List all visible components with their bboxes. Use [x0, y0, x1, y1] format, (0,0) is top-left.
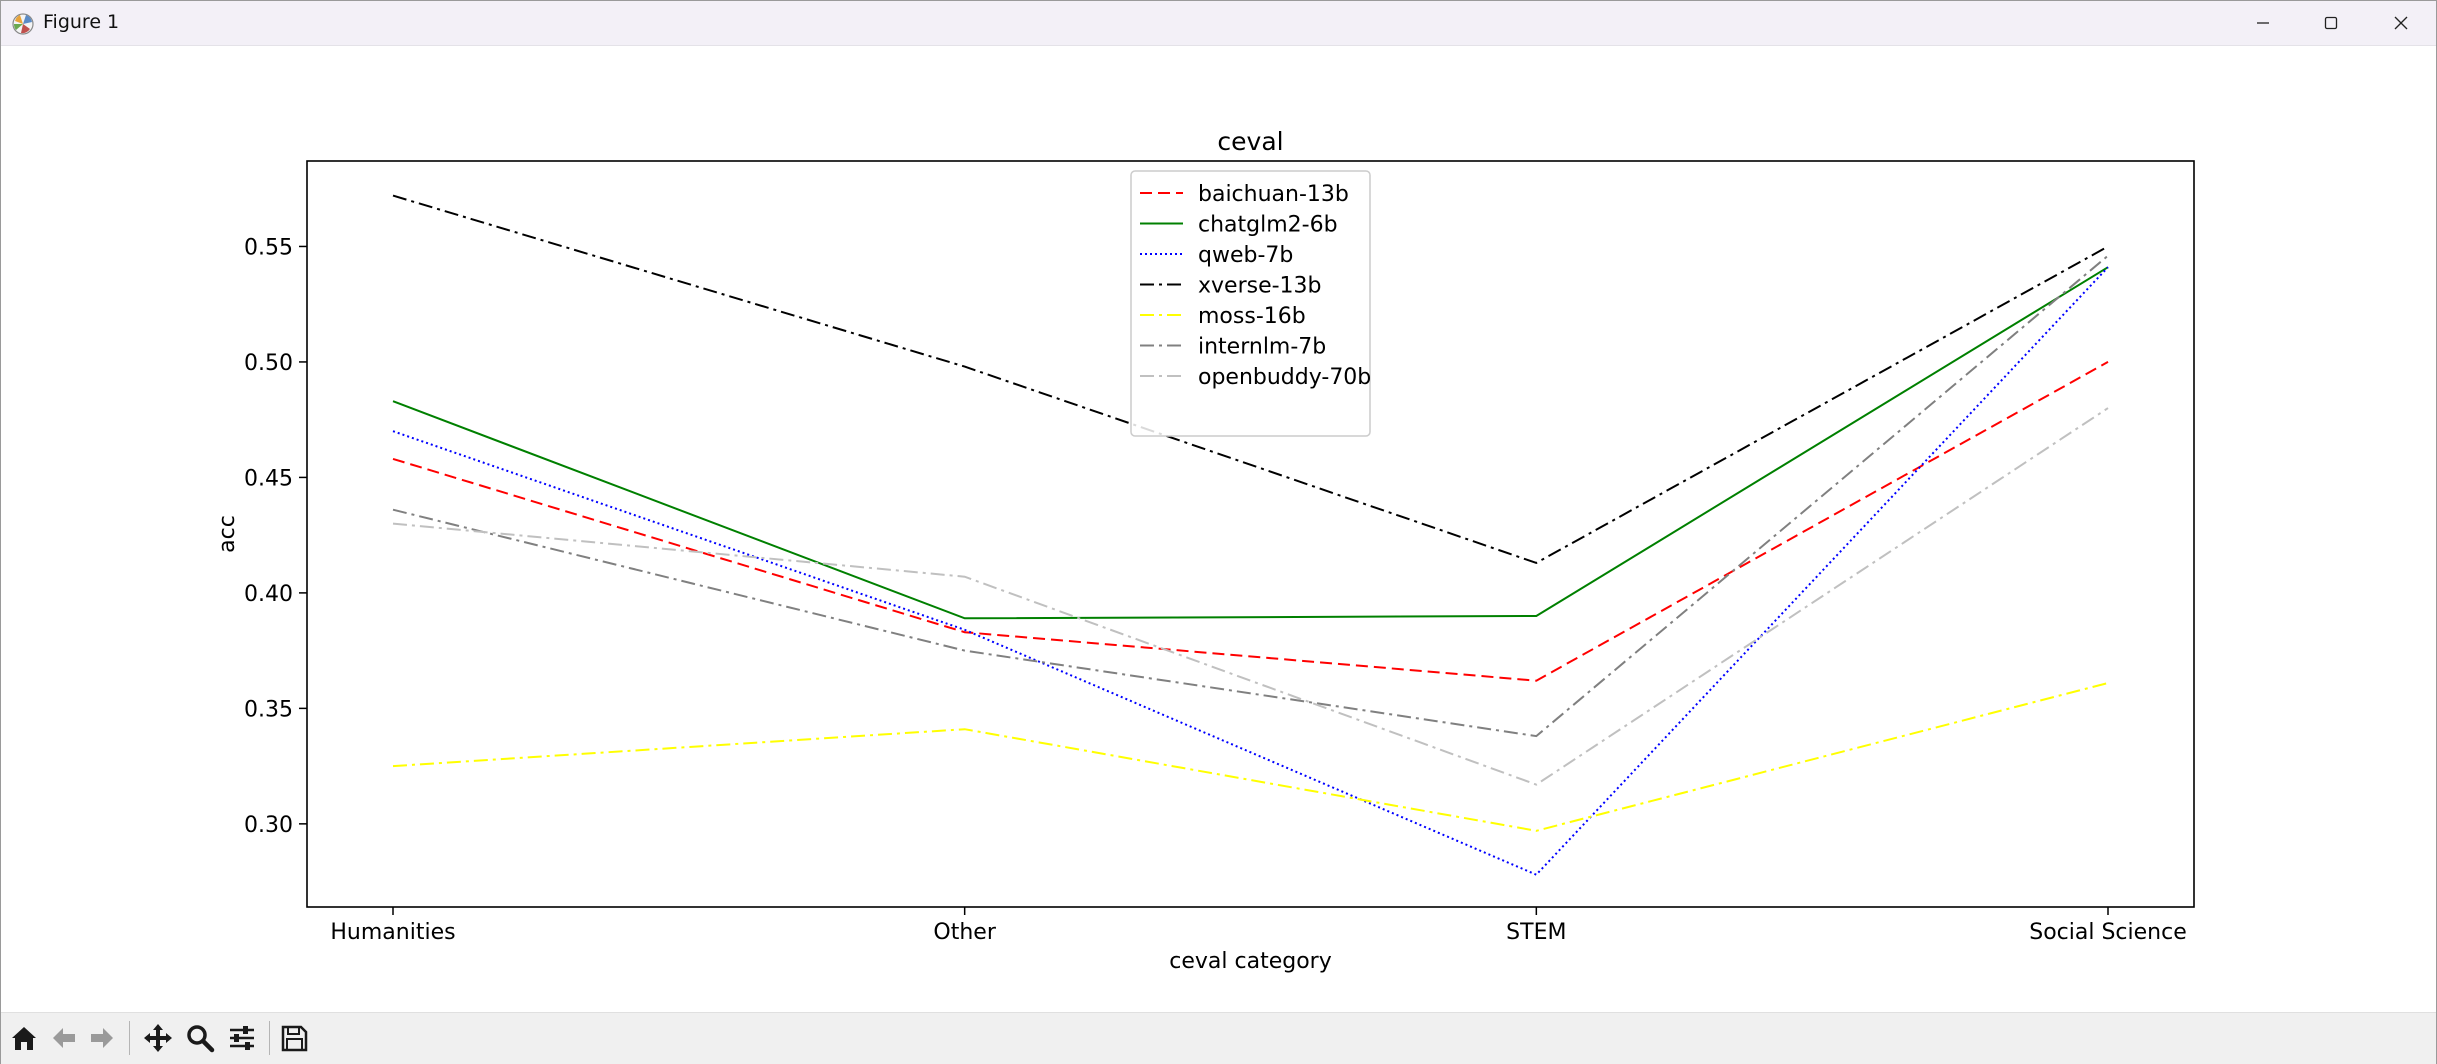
y-tick-label: 0.55: [244, 235, 293, 260]
chart-title: ceval: [1217, 127, 1283, 156]
minimize-button[interactable]: [2229, 1, 2297, 45]
legend-label: chatglm2-6b: [1198, 213, 1338, 238]
legend-label: xverse-13b: [1198, 274, 1322, 299]
x-tick-label: Other: [933, 920, 996, 945]
minimize-icon: [2257, 22, 2269, 24]
series-line-openbuddy-70b: [392, 407, 2109, 786]
y-tick-label: 0.45: [244, 466, 293, 491]
legend-box: [1130, 170, 1371, 437]
title-bar[interactable]: Figure 1: [1, 1, 2436, 46]
maximize-button[interactable]: [2297, 1, 2365, 45]
series-line-xverse-13b: [392, 194, 2109, 564]
matplotlib-app-icon: [11, 12, 35, 36]
home-icon: [12, 1027, 36, 1050]
y-tick-label: 0.35: [244, 697, 293, 722]
legend-label: openbuddy-70b: [1198, 365, 1371, 390]
save-button[interactable]: [277, 1021, 311, 1055]
zoom-icon: [187, 1025, 215, 1053]
y-tick-label: 0.50: [244, 351, 293, 376]
x-tick-label: Social Science: [2029, 920, 2187, 945]
series-line-baichuan-13b: [392, 361, 2109, 682]
pan-button[interactable]: [141, 1021, 175, 1055]
series-line-internlm-7b: [392, 254, 2109, 738]
y-tick-label: 0.40: [244, 582, 293, 607]
configure-subplots-icon: [230, 1026, 254, 1050]
figure-canvas[interactable]: ceval 0.30 0.35 0.40 0.45 0.50 0.55 Humanities O…: [1, 46, 2436, 1012]
zoom-button[interactable]: [183, 1021, 217, 1055]
series-line-qweb-7b: [392, 266, 2109, 876]
toolbar-separator: [269, 1021, 270, 1055]
series-line-moss-16b: [392, 682, 2109, 832]
maximize-icon: [2324, 16, 2338, 30]
save-icon: [281, 1025, 308, 1052]
y-tick-label: 0.30: [244, 813, 293, 838]
toolbar-separator: [129, 1021, 130, 1055]
forward-arrow-icon: [91, 1028, 113, 1048]
close-button[interactable]: [2367, 1, 2435, 45]
forward-button[interactable]: [85, 1021, 119, 1055]
back-arrow-icon: [53, 1028, 75, 1048]
legend-label: qweb-7b: [1198, 243, 1293, 268]
x-tick-label: STEM: [1506, 920, 1566, 945]
y-axis-label: acc: [215, 515, 240, 553]
line-chart: ceval 0.30 0.35 0.40 0.45 0.50 0.55 Humanities O…: [215, 127, 2195, 974]
legend-label: moss-16b: [1198, 304, 1306, 329]
pan-icon: [144, 1024, 172, 1052]
x-axis-label: ceval category: [1169, 949, 1331, 974]
x-tick-label: Humanities: [330, 920, 455, 945]
legend-label: baichuan-13b: [1198, 182, 1349, 207]
back-button[interactable]: [47, 1021, 81, 1055]
close-icon: [2394, 16, 2408, 30]
home-button[interactable]: [7, 1021, 41, 1055]
series-line-chatglm2-6b: [392, 266, 2109, 620]
navigation-toolbar: [1, 1012, 2436, 1064]
plot-frame: [306, 160, 2195, 908]
legend-label: internlm-7b: [1198, 335, 1326, 360]
configure-subplots-button[interactable]: [225, 1021, 259, 1055]
window-title: Figure 1: [43, 11, 120, 33]
